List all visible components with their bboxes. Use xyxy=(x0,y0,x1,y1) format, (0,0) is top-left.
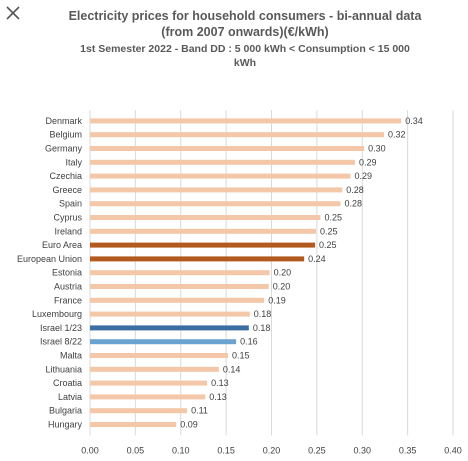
category-label: Italy xyxy=(65,157,82,167)
bar xyxy=(90,228,316,234)
chart-subtitle-line2: kWh xyxy=(233,57,257,69)
category-label: Latvia xyxy=(58,392,82,402)
category-label: Belgium xyxy=(49,130,82,140)
close-icon[interactable] xyxy=(4,4,22,22)
bar xyxy=(90,159,355,165)
category-label: Austria xyxy=(54,282,82,292)
bar xyxy=(90,146,365,151)
chart-subtitle: 1st Semester 2022 - Band DD : 5 000 kWh … xyxy=(80,43,410,55)
bars xyxy=(90,118,402,427)
category-label: Cyprus xyxy=(53,213,82,223)
value-label: 0.24 xyxy=(308,254,326,264)
value-label: 0.20 xyxy=(274,268,292,278)
bar xyxy=(90,187,343,193)
bar xyxy=(90,366,219,372)
category-label: Lithuania xyxy=(45,364,82,374)
value-label: 0.16 xyxy=(240,337,258,347)
bar xyxy=(90,325,249,331)
value-label: 0.18 xyxy=(253,323,271,333)
x-tick-label: 0.30 xyxy=(353,445,371,455)
chart-title-line2: (from 2007 onwards)(€/kWh) xyxy=(161,25,329,39)
bar xyxy=(90,339,237,345)
category-label: Hungary xyxy=(48,420,83,430)
category-label: European Union xyxy=(17,254,82,264)
value-label: 0.13 xyxy=(211,378,229,388)
category-label: Ireland xyxy=(54,226,82,236)
bar xyxy=(90,270,270,276)
x-tick-label: 0.15 xyxy=(217,445,235,455)
category-label: Israel 1/23 xyxy=(40,323,82,333)
bar xyxy=(90,118,402,124)
category-label: Malta xyxy=(60,351,82,361)
value-label: 0.25 xyxy=(319,240,337,250)
bar xyxy=(90,201,341,207)
bar xyxy=(90,242,316,248)
bar xyxy=(90,408,188,414)
value-label: 0.29 xyxy=(354,171,372,181)
value-label: 0.19 xyxy=(268,295,286,305)
value-label: 0.28 xyxy=(346,185,364,195)
x-tick-label: 0.35 xyxy=(399,445,417,455)
category-label: Estonia xyxy=(52,268,82,278)
value-label: 0.13 xyxy=(209,392,227,402)
category-label: Spain xyxy=(59,199,82,209)
category-label: Denmark xyxy=(45,116,82,126)
category-labels: Denmark Belgium Germany Italy Czechia Greece S… xyxy=(17,116,83,430)
bar xyxy=(90,173,351,179)
value-label: 0.30 xyxy=(368,144,386,154)
bar xyxy=(90,422,177,427)
value-label: 0.28 xyxy=(344,199,362,209)
value-label: 0.14 xyxy=(223,364,241,374)
bar xyxy=(90,215,321,220)
bar xyxy=(90,132,385,138)
value-label: 0.11 xyxy=(191,406,208,416)
value-label: 0.20 xyxy=(273,282,291,292)
category-label: France xyxy=(54,295,82,305)
value-label: 0.09 xyxy=(180,420,198,430)
bar xyxy=(90,353,228,358)
value-label: 0.25 xyxy=(325,213,343,223)
chart-title: Electricity prices for household consume… xyxy=(68,9,422,23)
category-label: Croatia xyxy=(53,378,82,388)
value-label: 0.25 xyxy=(320,226,338,236)
value-labels: 0.340.320.300.290.290.280.280.250.250.25… xyxy=(180,116,423,430)
value-label: 0.15 xyxy=(232,351,250,361)
category-label: Germany xyxy=(45,144,83,154)
x-tick-label: 0.05 xyxy=(127,445,145,455)
x-tick-label: 0.10 xyxy=(172,445,190,455)
chart-title-block: Electricity prices for household consume… xyxy=(40,8,450,70)
category-label: Bulgaria xyxy=(49,406,82,416)
value-label: 0.32 xyxy=(388,130,406,140)
bar xyxy=(90,297,265,303)
x-tick-label: 0.40 xyxy=(444,445,462,455)
category-label: Israel 8/22 xyxy=(40,337,82,347)
close-icon-glyph xyxy=(6,6,20,20)
value-label: 0.34 xyxy=(405,116,423,126)
x-tick-label: 0.25 xyxy=(308,445,326,455)
x-tick-labels: 0.00 0.05 0.10 0.15 0.20 0.25 0.30 0.35 0.40 xyxy=(81,445,462,455)
bar xyxy=(90,256,305,262)
bar xyxy=(90,284,269,289)
bar xyxy=(90,311,250,317)
category-label: Luxembourg xyxy=(32,309,82,319)
bar xyxy=(90,394,206,400)
value-label: 0.18 xyxy=(254,309,272,319)
category-label: Euro Area xyxy=(42,240,82,250)
x-tick-label: 0.00 xyxy=(81,445,99,455)
category-label: Greece xyxy=(52,185,82,195)
value-label: 0.29 xyxy=(359,157,377,167)
x-tick-label: 0.20 xyxy=(263,445,281,455)
bar xyxy=(90,380,208,386)
category-label: Czechia xyxy=(49,171,82,181)
